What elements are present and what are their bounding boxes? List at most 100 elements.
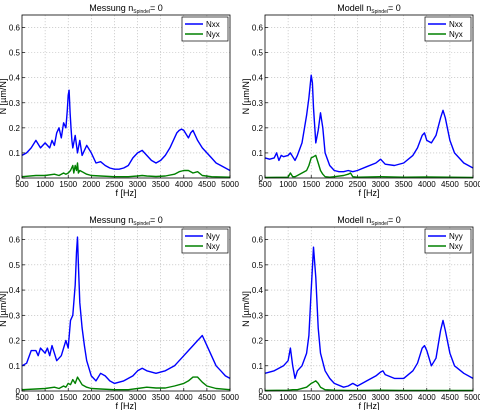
series-line-nxy xyxy=(264,380,473,392)
series-line-nxx xyxy=(21,89,231,172)
y-tick-label: 0.5 xyxy=(252,261,264,270)
chart-panel-1: 500 1000 1500 2000 2500 3000 3500 4000 4500 5000 0… xyxy=(0,3,239,198)
x-tick-label: 2500 xyxy=(349,180,367,189)
x-tick-label: 4000 xyxy=(175,180,193,189)
series-line-nxx xyxy=(264,74,474,173)
y-tick-label: 0.6 xyxy=(252,24,264,33)
x-tick-label: 3000 xyxy=(372,393,390,402)
x-tick-label: 3500 xyxy=(395,393,413,402)
x-axis-label: f [Hz] xyxy=(358,401,379,410)
y-tick-label: 0 xyxy=(259,174,264,183)
plot-frame xyxy=(264,226,474,392)
legend-label: Nyx xyxy=(449,30,463,39)
chart-title-subscript: Spindel xyxy=(371,9,388,15)
y-tick-label: 0.1 xyxy=(9,149,21,158)
x-tick-label: 4500 xyxy=(441,180,459,189)
x-tick-label: 5000 xyxy=(464,393,480,402)
chart-panel-4: 500 1000 1500 2000 2500 3000 3500 4000 4500 5000 0… xyxy=(241,215,480,410)
y-tick-label: 0.5 xyxy=(9,49,21,58)
x-tick-label: 1500 xyxy=(302,393,320,402)
y-axis-label: N [µm/N] xyxy=(0,79,8,115)
legend-label: Nxx xyxy=(206,20,220,29)
legend-label: Nyx xyxy=(206,30,220,39)
plot-frame xyxy=(21,226,231,392)
x-tick-label: 1000 xyxy=(279,180,297,189)
x-axis-label: f [Hz] xyxy=(115,401,136,410)
x-tick-label: 2500 xyxy=(349,393,367,402)
chart-panel-3: 500 1000 1500 2000 2500 3000 3500 4000 4500 5000 0… xyxy=(0,215,239,410)
x-tick-label: 4000 xyxy=(418,180,436,189)
y-tick-label: 0.2 xyxy=(9,337,21,346)
chart-title-main: Messung n xyxy=(89,3,133,13)
x-tick-label: 4500 xyxy=(198,180,216,189)
x-tick-label: 1500 xyxy=(59,393,77,402)
y-tick-label: 0.3 xyxy=(252,99,264,108)
x-tick-label: 500 xyxy=(258,393,272,402)
legend-label: Nyy xyxy=(449,232,463,241)
y-tick-label: 0.4 xyxy=(9,74,21,83)
x-tick-label: 2000 xyxy=(82,393,100,402)
chart-title-suffix: = 0 xyxy=(388,3,401,13)
chart-title-subscript: Spindel xyxy=(133,9,150,15)
x-axis-label: f [Hz] xyxy=(358,188,379,198)
y-tick-label: 0.2 xyxy=(252,124,264,133)
legend-label: Nyy xyxy=(206,232,220,241)
y-tick-label: 0.6 xyxy=(9,24,21,33)
x-tick-label: 4000 xyxy=(175,393,193,402)
y-tick-label: 0.3 xyxy=(9,311,21,320)
y-tick-label: 0.2 xyxy=(9,124,21,133)
chart-title-main: Modell n xyxy=(337,215,371,225)
chart-title-main: Modell n xyxy=(337,3,371,13)
x-tick-label: 5000 xyxy=(221,393,239,402)
x-tick-label: 2500 xyxy=(106,393,124,402)
x-tick-label: 500 xyxy=(15,180,29,189)
y-tick-label: 0.1 xyxy=(252,149,264,158)
plot-area xyxy=(22,227,230,391)
series-line-nyy xyxy=(264,246,474,388)
y-tick-label: 0.1 xyxy=(9,362,21,371)
plot-frame xyxy=(21,14,231,179)
y-tick-label: 0.5 xyxy=(252,49,264,58)
x-tick-label: 500 xyxy=(258,180,272,189)
x-tick-label: 3500 xyxy=(152,393,170,402)
chart-title-suffix: = 0 xyxy=(150,3,163,13)
legend-box xyxy=(181,16,229,42)
y-tick-label: 0 xyxy=(259,387,264,396)
x-tick-label: 3500 xyxy=(152,180,170,189)
legend-box xyxy=(181,228,229,254)
legend-box xyxy=(424,228,472,254)
y-tick-label: 0.6 xyxy=(9,236,21,245)
y-tick-label: 0.3 xyxy=(252,311,264,320)
chart-title: Messung nSpindel= 0 xyxy=(89,3,162,15)
chart-title: Messung nSpindel= 0 xyxy=(89,215,162,227)
x-tick-label: 3000 xyxy=(129,180,147,189)
x-tick-label: 1000 xyxy=(36,180,54,189)
series-line-nyx xyxy=(264,154,474,179)
chart-panel-2: 500 1000 1500 2000 2500 3000 3500 4000 4500 5000 0… xyxy=(241,3,480,198)
x-axis-label: f [Hz] xyxy=(115,188,136,198)
x-tick-label: 1000 xyxy=(36,393,54,402)
chart-title-suffix: = 0 xyxy=(388,215,401,225)
x-tick-label: 2500 xyxy=(106,180,124,189)
chart-title-main: Messung n xyxy=(89,215,133,225)
plot-frame xyxy=(264,14,474,179)
series-line-nyx xyxy=(21,162,231,178)
plot-area xyxy=(265,227,473,391)
y-tick-label: 0.4 xyxy=(252,286,264,295)
legend-label: Nxy xyxy=(449,242,463,251)
y-axis-label: N [µm/N] xyxy=(241,291,251,327)
chart-title-suffix: = 0 xyxy=(150,215,163,225)
y-tick-label: 0 xyxy=(16,387,21,396)
y-axis-label: N [µm/N] xyxy=(0,291,8,327)
x-tick-label: 3500 xyxy=(395,180,413,189)
x-tick-label: 5000 xyxy=(464,180,480,189)
plot-area xyxy=(22,15,230,178)
y-tick-label: 0.6 xyxy=(252,236,264,245)
x-tick-label: 1500 xyxy=(59,180,77,189)
x-tick-label: 4500 xyxy=(441,393,459,402)
series-line-nyy xyxy=(21,236,231,385)
